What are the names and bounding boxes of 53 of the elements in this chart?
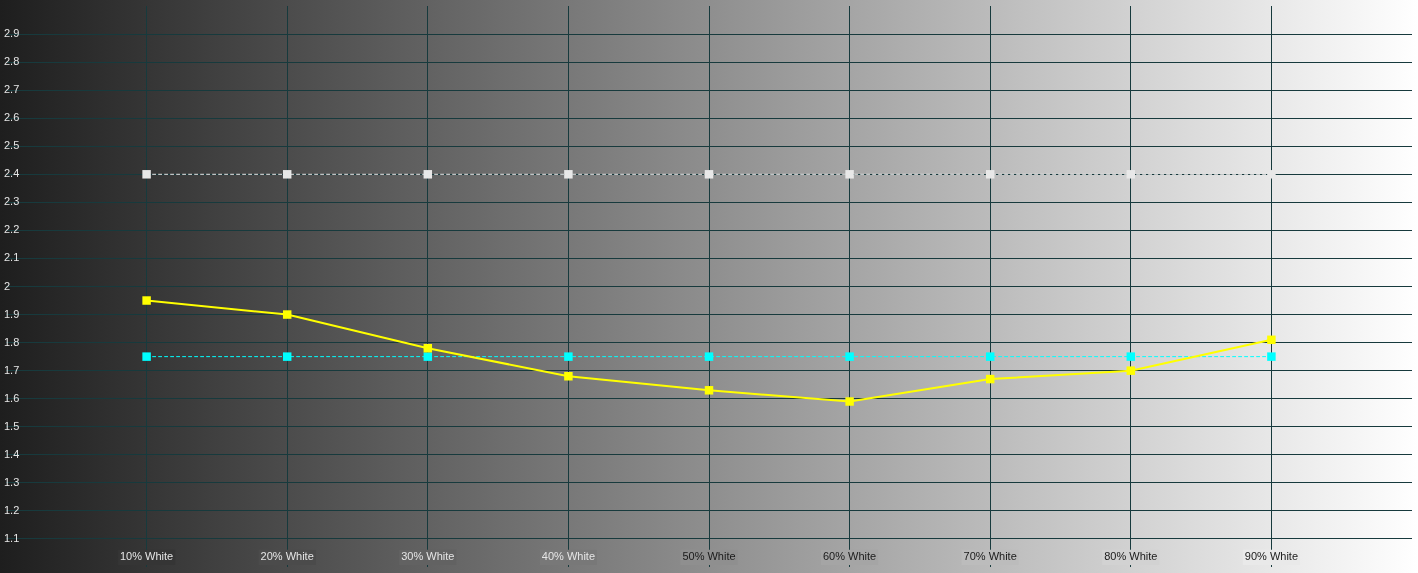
point xyxy=(282,170,292,179)
point xyxy=(845,170,854,179)
x-tick-label: 30% White xyxy=(401,550,455,563)
point xyxy=(1267,352,1276,361)
point xyxy=(985,170,995,179)
point xyxy=(1126,170,1136,179)
y-tick-label: 2.3 xyxy=(4,195,20,208)
y-tick-label: 1.5 xyxy=(4,419,20,432)
point xyxy=(704,352,714,361)
x-tick-label: 80% White xyxy=(1104,550,1158,563)
point xyxy=(564,170,573,179)
y-tick-label: 2.8 xyxy=(4,55,20,68)
point xyxy=(282,352,292,361)
y-tick-label: 2.2 xyxy=(4,223,20,236)
point xyxy=(1267,335,1276,345)
y-tick-label: 2.5 xyxy=(4,139,20,152)
y-tick-label: 1.7 xyxy=(4,363,20,376)
x-tick-label: 40% White xyxy=(541,550,595,563)
point xyxy=(845,352,854,361)
point xyxy=(423,170,433,179)
point xyxy=(142,170,151,179)
point xyxy=(564,352,573,361)
point xyxy=(1126,366,1136,375)
x-tick-label: 70% White xyxy=(963,550,1017,563)
y-tick-label: 2.6 xyxy=(4,111,20,124)
y-tick-label: 1.2 xyxy=(4,503,20,516)
y-tick-label: 1.4 xyxy=(4,447,20,460)
y-tick-label: 1.6 xyxy=(4,391,20,404)
point xyxy=(142,296,151,305)
point xyxy=(704,386,714,395)
point xyxy=(985,352,995,361)
point xyxy=(1267,170,1276,179)
y-tick-label: 1.3 xyxy=(4,475,20,488)
y-tick-label: 1.8 xyxy=(4,335,20,348)
x-tick-label: 60% White xyxy=(823,550,877,563)
y-tick-label: 1.1 xyxy=(4,531,20,544)
y-tick-label: 2.7 xyxy=(4,83,20,96)
point xyxy=(704,170,714,179)
y-tick-label: 2.1 xyxy=(4,251,20,264)
y-tick-label: 1.9 xyxy=(4,307,20,320)
x-tick-label: 20% White xyxy=(260,550,314,563)
y-tick-label: 2.9 xyxy=(4,27,20,40)
point xyxy=(282,310,292,319)
point xyxy=(845,397,854,406)
point xyxy=(423,352,433,361)
point xyxy=(564,372,573,381)
x-tick-label: 10% White xyxy=(120,550,174,563)
point xyxy=(142,352,151,361)
x-tick-label: 50% White xyxy=(682,550,736,563)
y-tick-label: 2 xyxy=(4,279,11,292)
y-tick-label: 2.4 xyxy=(4,167,20,180)
x-tick-label: 90% White xyxy=(1244,550,1298,563)
point xyxy=(1126,352,1136,361)
